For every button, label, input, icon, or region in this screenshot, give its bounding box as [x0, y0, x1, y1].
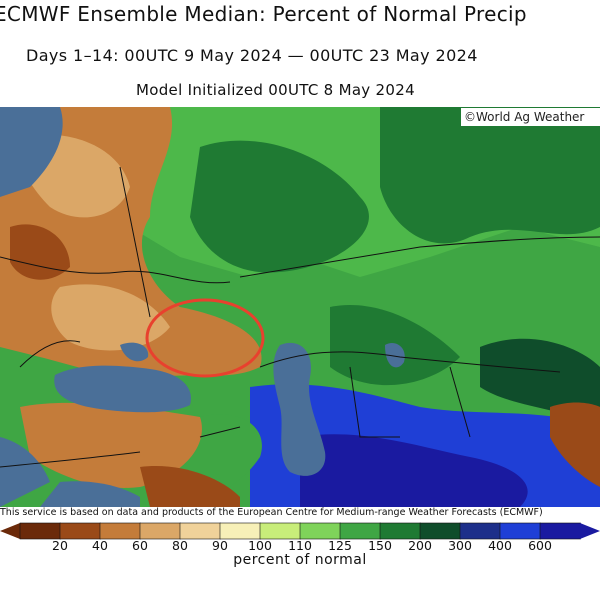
colorbar-swatch	[139, 522, 181, 540]
mediterranean-sea	[0, 437, 50, 507]
colorbar-swatch	[499, 522, 541, 540]
colorbar-tick-label: 600	[528, 538, 552, 553]
dark-green-region	[190, 140, 369, 273]
colorbar-swatch	[419, 522, 461, 540]
colorbar-tick-label: 110	[288, 538, 312, 553]
model-init-label: Model Initialized 00UTC 8 May 2024	[136, 81, 415, 99]
disclaimer-text: This service is based on data and produc…	[0, 507, 543, 518]
dry-region-east	[550, 402, 600, 487]
colorbar-tick-label: 400	[488, 538, 512, 553]
colorbar-tick-label: 300	[448, 538, 472, 553]
colorbar-swatch	[379, 522, 421, 540]
colorbar-unit-label: percent of normal	[233, 552, 367, 568]
colorbar-tick-label: 40	[92, 538, 108, 553]
dry-region-turkey-dark	[140, 466, 240, 507]
dark-green-region-2	[380, 107, 600, 244]
precip-map	[0, 107, 600, 507]
colorbar-swatch	[99, 522, 141, 540]
chart-subtitle: Days 1–14: 00UTC 9 May 2024 — 00UTC 23 M…	[26, 46, 478, 65]
colorbar-tick-label: 90	[212, 538, 228, 553]
colorbar-swatch	[59, 522, 101, 540]
colorbar-tick-label: 100	[248, 538, 272, 553]
east-med	[40, 481, 140, 507]
colorbar-swatch	[259, 522, 301, 540]
dry-region-dark	[10, 224, 70, 280]
colorbar-swatch	[179, 522, 221, 540]
chart-title: ECMWF Ensemble Median: Percent of Normal…	[0, 2, 527, 26]
colorbar-arrow-left	[0, 523, 20, 539]
colorbar-swatch	[219, 522, 261, 540]
country-borders	[0, 166, 600, 468]
sea-of-azov	[120, 342, 149, 362]
wet-region-deep	[300, 434, 528, 507]
black-sea	[54, 365, 191, 413]
colorbar-swatch	[539, 522, 581, 540]
colorbar-arrow-right	[580, 523, 600, 539]
colorbar-tick-label: 200	[408, 538, 432, 553]
colorbar-swatch	[339, 522, 381, 540]
colorbar-tick-label: 80	[172, 538, 188, 553]
colorbar-swatch	[459, 522, 501, 540]
colorbar-tick-label: 150	[368, 538, 392, 553]
colorbar-tick-label: 20	[52, 538, 68, 553]
colorbar-swatch	[19, 522, 61, 540]
colorbar-tick-label: 60	[132, 538, 148, 553]
aral-sea	[385, 342, 405, 368]
colorbar-swatch	[299, 522, 341, 540]
dry-region-ukraine	[51, 284, 170, 351]
colorbar	[0, 522, 600, 540]
caspian-sea	[273, 342, 326, 476]
credit-label: ©World Ag Weather	[461, 108, 600, 126]
highlight-circle	[145, 298, 265, 378]
baltic-sea	[0, 107, 63, 197]
colorbar-tick-label: 125	[328, 538, 352, 553]
